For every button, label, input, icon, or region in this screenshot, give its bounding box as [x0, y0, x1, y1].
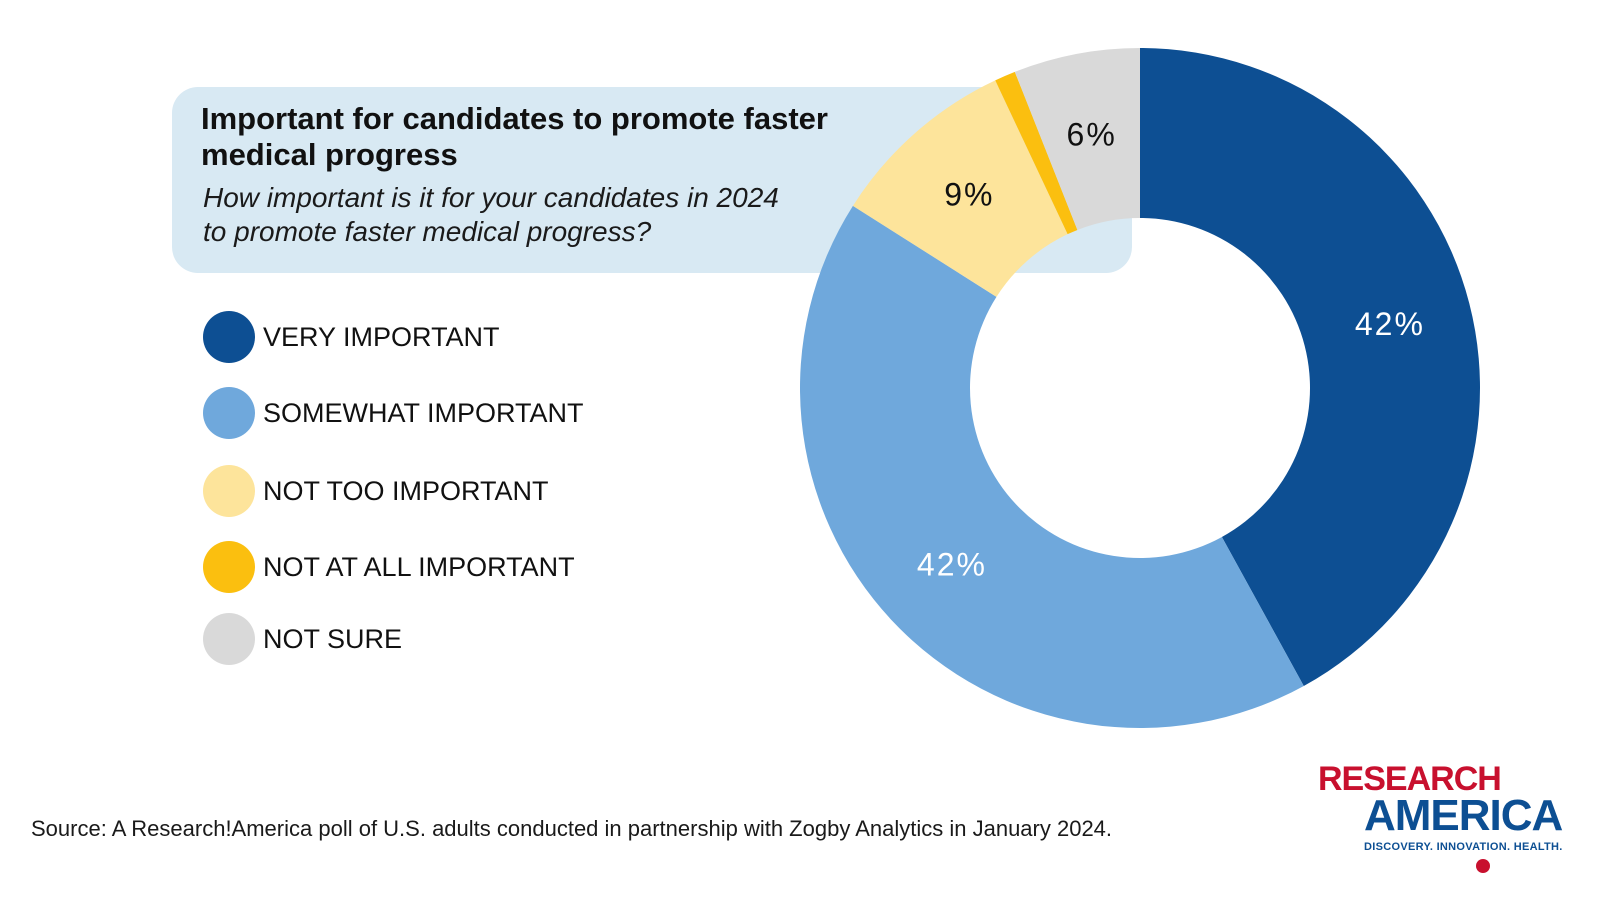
slice-not-sure — [1014, 48, 1140, 230]
source-note: Source: A Research!America poll of U.S. … — [31, 816, 1113, 841]
legend-swatch-not-sure — [203, 613, 255, 665]
data-label-not-too-important: 9% — [944, 176, 994, 212]
slice-not-at-all-important — [995, 71, 1078, 235]
legend-label-not-sure: NOT SURE — [263, 624, 403, 654]
legend-swatch-very-important — [203, 311, 255, 363]
legend-swatch-somewhat-important — [203, 387, 255, 439]
legend-label-somewhat-important: SOMEWHAT IMPORTANT — [263, 398, 584, 428]
slice-somewhat-important — [800, 205, 1304, 728]
legend-label-very-important: VERY IMPORTANT — [263, 322, 500, 352]
data-label-somewhat-important: 42% — [917, 547, 987, 583]
slice-very-important — [1140, 48, 1481, 686]
slice-not-too-important — [852, 80, 1068, 297]
chart-subtitle: How important is it for your candidates … — [203, 182, 779, 247]
legend-swatch-not-too-important — [203, 465, 255, 517]
logo-tagline: DISCOVERY. INNOVATION. HEALTH. — [1364, 841, 1563, 853]
chart-title: Important for candidates to promote fast… — [201, 101, 828, 172]
legend-swatch-not-at-all-important — [203, 541, 255, 593]
legend-label-not-at-all-important: NOT AT ALL IMPORTANT — [263, 552, 575, 582]
logo-dot-icon — [1476, 859, 1490, 873]
legend-label-not-too-important: NOT TOO IMPORTANT — [263, 476, 549, 506]
logo-wordmark-research: RESEARCH — [1318, 760, 1502, 798]
logo-wordmark-america: AMERICA — [1364, 791, 1563, 840]
data-label-not-sure: 6% — [1067, 117, 1117, 153]
data-label-very-important: 42% — [1355, 306, 1425, 342]
research-america-logo: RESEARCH AMERICA DISCOVERY. INNOVATION. … — [1318, 760, 1580, 873]
